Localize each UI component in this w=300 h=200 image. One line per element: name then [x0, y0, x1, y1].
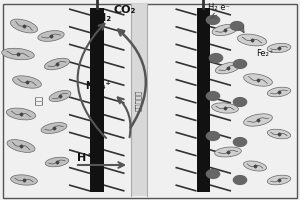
Circle shape: [233, 98, 247, 106]
Ellipse shape: [244, 161, 266, 171]
Text: CO₂: CO₂: [114, 5, 136, 15]
Bar: [90, 8, 104, 192]
Circle shape: [209, 54, 223, 62]
Ellipse shape: [212, 103, 239, 113]
Circle shape: [233, 60, 247, 68]
Ellipse shape: [44, 58, 70, 70]
Ellipse shape: [237, 34, 267, 46]
Ellipse shape: [45, 157, 69, 167]
Ellipse shape: [11, 19, 38, 33]
Ellipse shape: [38, 31, 64, 41]
Circle shape: [206, 16, 220, 24]
Ellipse shape: [244, 74, 272, 86]
Circle shape: [230, 22, 244, 30]
FancyBboxPatch shape: [3, 4, 297, 198]
Text: NH₄⁺: NH₄⁺: [85, 81, 111, 91]
Ellipse shape: [267, 87, 291, 97]
Ellipse shape: [41, 123, 67, 133]
Ellipse shape: [215, 62, 241, 74]
Ellipse shape: [7, 140, 35, 152]
Ellipse shape: [244, 114, 272, 126]
Ellipse shape: [212, 24, 238, 36]
Text: Fe₂⁺: Fe₂⁺: [256, 49, 274, 58]
Ellipse shape: [13, 76, 41, 88]
Text: H⁺: H⁺: [76, 153, 92, 163]
Circle shape: [206, 170, 220, 178]
Text: 碳刷: 碳刷: [34, 95, 43, 105]
Circle shape: [233, 138, 247, 146]
Ellipse shape: [49, 90, 71, 102]
Ellipse shape: [6, 108, 36, 120]
Circle shape: [206, 132, 220, 140]
Ellipse shape: [214, 147, 242, 157]
Bar: [130, 4, 147, 196]
Bar: [196, 8, 210, 192]
Ellipse shape: [267, 43, 291, 53]
Ellipse shape: [11, 175, 38, 185]
Ellipse shape: [267, 175, 291, 185]
Circle shape: [206, 92, 220, 100]
Circle shape: [233, 176, 247, 184]
Ellipse shape: [267, 129, 291, 139]
Text: N₂: N₂: [97, 13, 111, 23]
Text: H₂ e⁻: H₂ e⁻: [208, 3, 230, 12]
Ellipse shape: [2, 48, 34, 60]
Text: 质子交换膜: 质子交换膜: [135, 89, 142, 111]
